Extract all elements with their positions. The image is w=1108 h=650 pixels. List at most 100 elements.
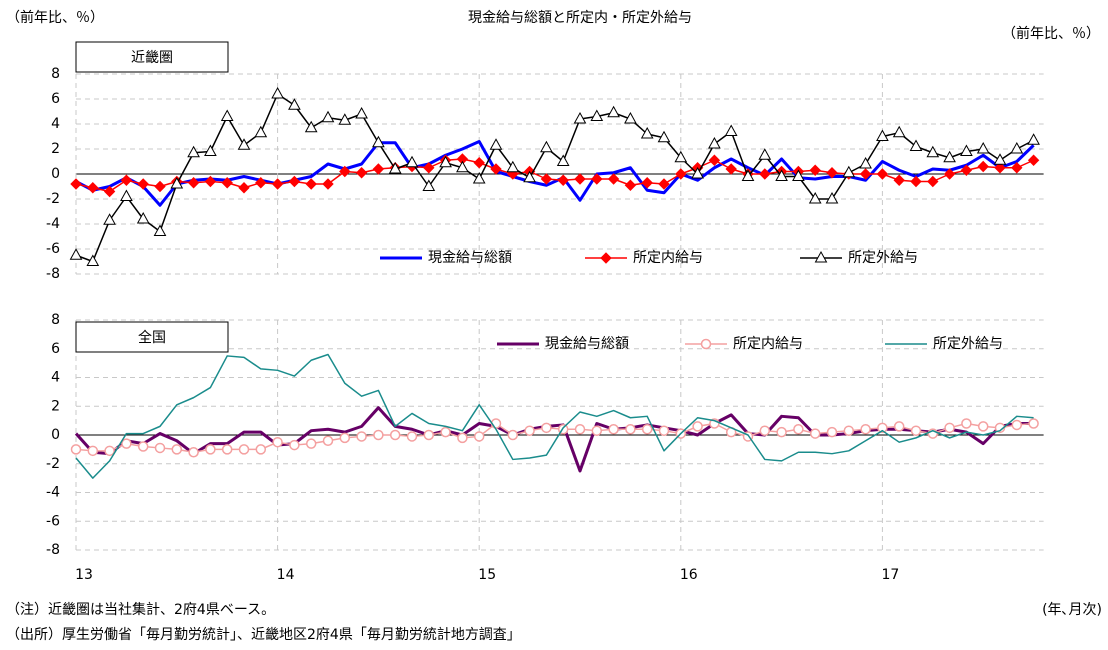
legend-label: 現金給与総額: [428, 250, 512, 266]
marker: [440, 426, 451, 438]
marker: [69, 248, 83, 260]
marker: [272, 436, 283, 448]
marker: [892, 125, 906, 138]
marker: [590, 109, 604, 121]
series-line: [75, 140, 1035, 207]
marker: [204, 175, 217, 188]
marker: [574, 173, 586, 185]
marker: [406, 431, 418, 442]
marker: [961, 418, 972, 429]
series-line: [75, 422, 1034, 453]
marker: [809, 164, 821, 176]
legend-label: 所定内給与: [733, 336, 803, 352]
marker: [859, 168, 872, 180]
marker: [591, 173, 603, 185]
marker: [120, 189, 133, 201]
marker: [356, 431, 367, 442]
y-tick-label: 8: [51, 312, 60, 328]
y-tick-label: 4: [51, 370, 60, 386]
marker: [121, 438, 132, 449]
x-tick-label: 14: [277, 567, 295, 583]
marker: [809, 428, 821, 439]
panel-box: [75, 41, 229, 73]
legend-label: 現金給与総額: [545, 336, 629, 352]
marker: [657, 130, 671, 143]
marker: [255, 177, 267, 189]
marker: [255, 444, 267, 455]
marker: [238, 182, 250, 194]
marker: [910, 425, 922, 436]
marker: [456, 160, 469, 173]
marker: [944, 422, 955, 434]
marker: [658, 425, 670, 436]
marker: [860, 424, 871, 435]
marker: [305, 438, 317, 449]
marker: [1011, 419, 1023, 431]
panel-label: 全国: [138, 329, 166, 346]
y-tick-label: 6: [51, 341, 60, 357]
x-tick-label: 16: [680, 567, 698, 583]
marker: [103, 213, 116, 225]
x-axis-label: (年､月次): [1042, 602, 1102, 618]
marker: [893, 421, 905, 432]
marker: [205, 444, 216, 455]
marker: [624, 111, 637, 124]
marker: [624, 179, 637, 191]
marker: [927, 175, 939, 188]
marker: [422, 179, 436, 191]
marker: [389, 429, 401, 441]
y-tick-label: 4: [51, 116, 60, 132]
marker: [776, 426, 787, 438]
marker: [305, 178, 317, 190]
marker: [322, 435, 334, 446]
marker: [288, 175, 301, 188]
legend-bg: [493, 334, 503, 335]
y-tick-label: 0: [51, 166, 60, 182]
marker: [254, 125, 268, 138]
marker: [153, 224, 167, 236]
marker: [423, 162, 435, 174]
panel-box: [75, 321, 229, 353]
marker: [103, 185, 116, 198]
marker: [405, 155, 419, 168]
marker: [423, 429, 435, 441]
marker: [573, 111, 587, 124]
series-line: [75, 158, 1034, 193]
marker: [372, 135, 385, 148]
y-axis-label: （前年比、％）: [6, 9, 104, 26]
marker: [808, 191, 822, 204]
marker: [388, 161, 402, 174]
marker: [608, 424, 619, 435]
marker: [489, 138, 503, 150]
marker: [910, 175, 922, 188]
marker: [557, 174, 569, 186]
marker: [876, 168, 889, 180]
marker: [540, 140, 553, 153]
marker: [842, 165, 856, 178]
marker: [472, 171, 486, 184]
series-line: [75, 93, 1034, 263]
marker: [814, 250, 828, 263]
y-tick-label: 6: [51, 91, 60, 107]
marker: [238, 444, 250, 455]
x-tick-label: 15: [478, 567, 496, 583]
x-tick-label: 17: [881, 567, 899, 583]
marker: [120, 174, 133, 186]
marker: [741, 169, 755, 181]
marker: [1010, 141, 1024, 154]
x-tick-label: 13: [75, 567, 93, 583]
marker: [691, 166, 704, 179]
marker: [724, 124, 738, 136]
marker: [893, 174, 905, 186]
marker: [321, 110, 335, 123]
marker: [339, 165, 351, 178]
marker: [338, 113, 352, 125]
y-tick-label: -6: [46, 513, 60, 529]
marker: [457, 432, 468, 444]
y-tick-label: -2: [46, 191, 60, 207]
y-tick-label: -8: [46, 542, 60, 558]
marker: [473, 431, 485, 442]
marker: [355, 106, 368, 119]
marker: [759, 425, 771, 436]
